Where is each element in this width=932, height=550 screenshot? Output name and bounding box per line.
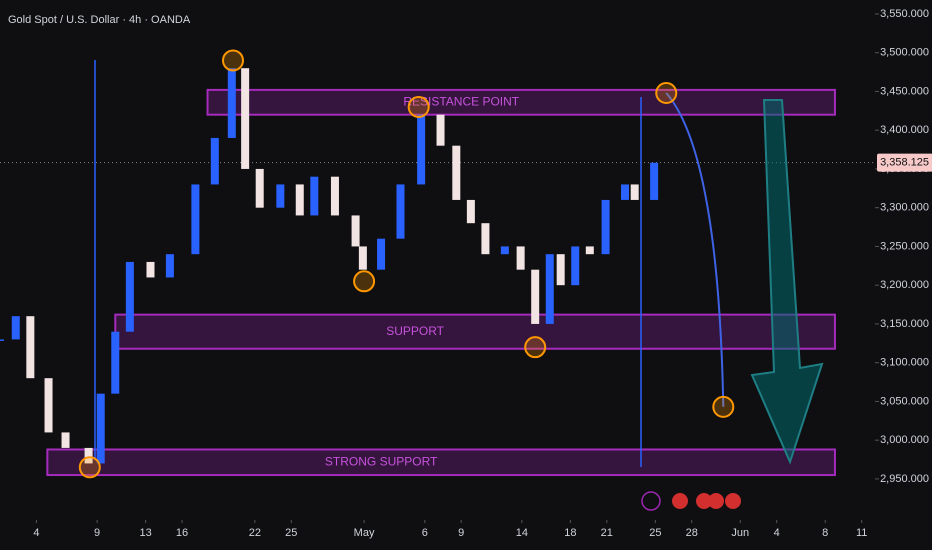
candle	[481, 223, 490, 255]
x-tick-label: 22	[249, 527, 261, 539]
candle	[417, 114, 426, 185]
candle	[0, 339, 4, 341]
candle	[516, 246, 525, 270]
down-arrow	[750, 99, 824, 465]
candle	[571, 246, 580, 286]
y-tick-label: 3,500.000	[880, 47, 929, 59]
candle	[146, 261, 155, 278]
candle	[111, 331, 120, 394]
candle	[531, 269, 540, 324]
x-tick-label: 4	[33, 527, 39, 539]
marker	[407, 95, 430, 118]
y-tick-label: 3,400.000	[880, 124, 929, 136]
candle	[396, 184, 405, 239]
candle	[650, 162, 659, 200]
y-tick-label: 3,250.000	[880, 240, 929, 252]
candle	[295, 184, 304, 216]
candle	[452, 145, 461, 200]
price-axis	[875, 0, 932, 550]
zone	[206, 88, 836, 116]
candle	[436, 114, 445, 146]
candle	[241, 68, 250, 169]
event-icon	[696, 493, 712, 509]
candle	[276, 184, 285, 208]
projection-line	[665, 92, 725, 407]
zone-label: RESISTANCE POINT	[403, 94, 519, 108]
x-tick-label: 8	[822, 527, 828, 539]
candle	[500, 246, 509, 255]
x-tick-label: 21	[601, 527, 613, 539]
x-tick-label: Jun	[731, 527, 749, 539]
marker	[222, 49, 245, 72]
candle	[330, 176, 339, 216]
x-tick-label: 25	[285, 527, 297, 539]
zone-label: SUPPORT	[386, 324, 444, 338]
x-tick-label: 25	[649, 527, 661, 539]
candle	[630, 184, 639, 200]
marker	[78, 456, 101, 479]
y-tick-label: 2,950.000	[880, 473, 929, 485]
x-tick-label: 16	[176, 527, 188, 539]
event-icon	[641, 491, 661, 511]
event-icon	[725, 493, 741, 509]
candle	[44, 378, 53, 433]
x-tick-label: 13	[140, 527, 152, 539]
event-icons	[641, 491, 741, 511]
zone	[114, 313, 836, 350]
candle	[556, 254, 565, 286]
candle	[358, 246, 367, 270]
y-tick-label: 3,300.000	[880, 202, 929, 214]
event-icon	[708, 493, 724, 509]
current-price-box	[877, 153, 932, 172]
candle	[227, 68, 236, 138]
x-tick-label: 11	[856, 527, 867, 539]
candle	[61, 432, 70, 448]
marker	[353, 270, 376, 293]
candle	[466, 199, 475, 224]
candle	[26, 316, 35, 379]
candle	[191, 184, 200, 255]
y-tick-label: 3,050.000	[880, 395, 929, 407]
candle	[96, 393, 105, 464]
y-tick-label: 3,150.000	[880, 318, 929, 330]
candle	[585, 246, 594, 255]
candle	[255, 168, 264, 208]
y-tick-label: 3,200.000	[880, 279, 929, 291]
candle	[351, 215, 360, 247]
x-tick-label: 9	[94, 527, 100, 539]
zone-label: STRONG SUPPORT	[325, 454, 438, 468]
x-tick-label: 4	[774, 527, 780, 539]
y-tick-label: 3,550.000	[880, 8, 929, 20]
y-tick-label: 3,450.000	[880, 85, 929, 97]
marker	[712, 395, 735, 418]
current-price-label: 3,358.125	[880, 157, 929, 169]
event-icon	[672, 493, 688, 509]
candle	[84, 447, 93, 464]
candle	[165, 254, 174, 278]
x-tick-label: 6	[422, 527, 428, 539]
candle	[377, 238, 386, 270]
x-tick-label: 9	[458, 527, 464, 539]
marker	[524, 336, 547, 359]
marker	[655, 81, 678, 104]
chart-title: Gold Spot / U.S. Dollar · 4h · OANDA	[8, 14, 191, 26]
zone	[46, 448, 836, 477]
y-tick-label: 3,000.000	[880, 434, 929, 446]
x-tick-label: 18	[564, 527, 576, 539]
x-tick-label: 28	[686, 527, 698, 539]
candle	[601, 199, 610, 255]
candle	[545, 254, 554, 324]
x-tick-label: May	[354, 527, 375, 539]
candle	[210, 137, 219, 185]
candle	[621, 184, 629, 200]
y-tick-label: 3,100.000	[880, 357, 929, 369]
x-tick-label: 14	[516, 527, 528, 539]
candle	[125, 261, 134, 332]
candle	[310, 176, 319, 216]
candle	[11, 316, 20, 340]
